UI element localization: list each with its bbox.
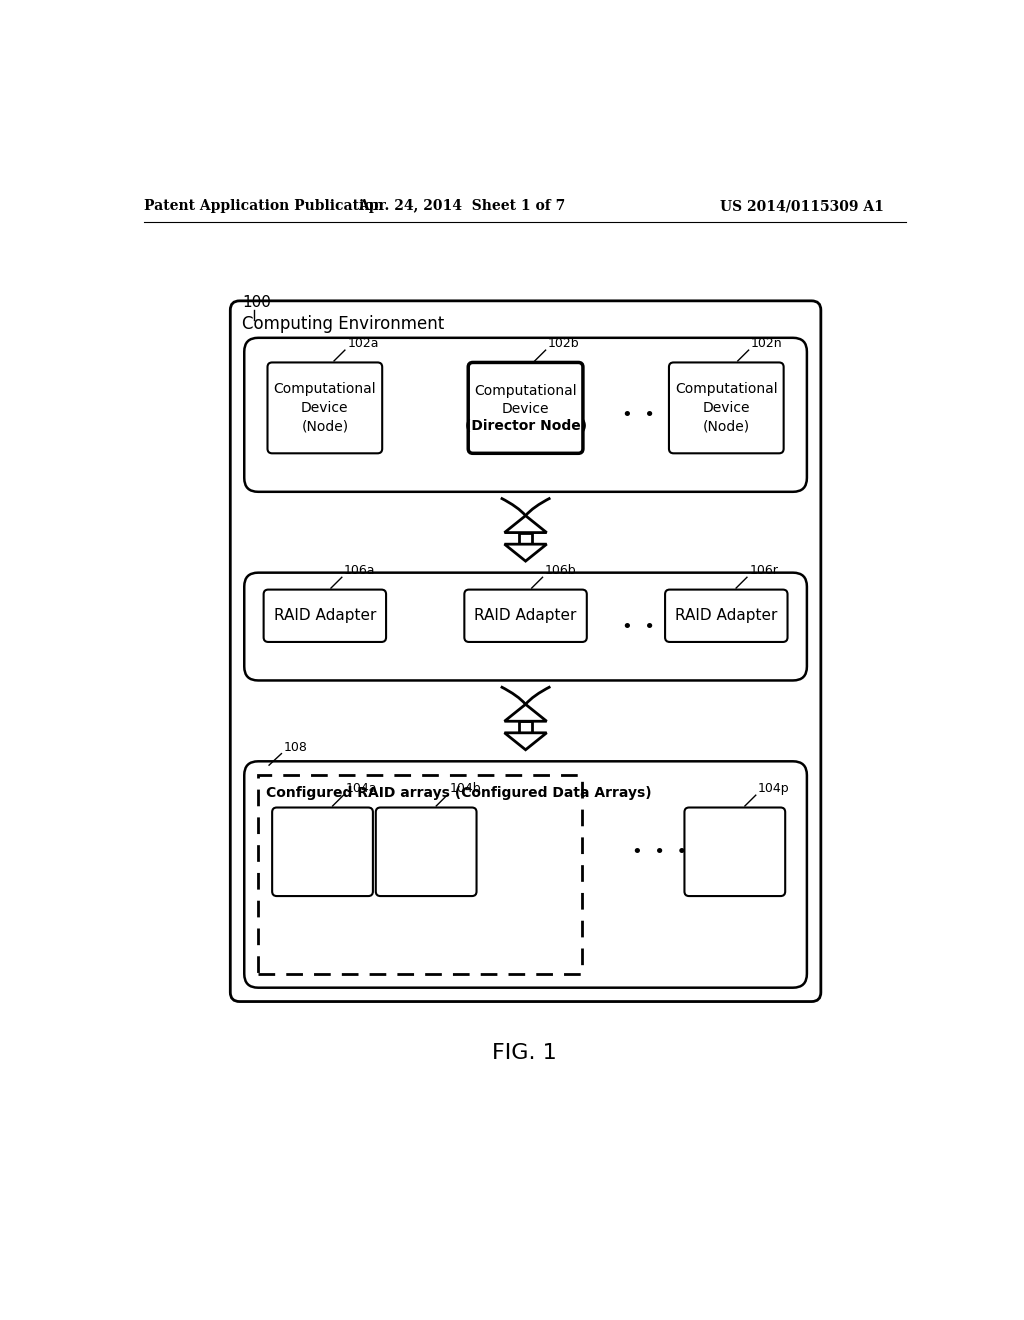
Text: 100: 100 xyxy=(243,296,271,310)
FancyBboxPatch shape xyxy=(684,808,785,896)
Text: US 2014/0115309 A1: US 2014/0115309 A1 xyxy=(720,199,884,213)
Text: •  •  •: • • • xyxy=(632,842,687,861)
Text: RAID
Array
(Data Array): RAID Array (Data Array) xyxy=(280,826,366,878)
Bar xyxy=(519,532,531,544)
Text: 102n: 102n xyxy=(751,337,782,350)
FancyBboxPatch shape xyxy=(245,573,807,681)
Text: 104b: 104b xyxy=(450,783,481,795)
Text: 108: 108 xyxy=(284,741,307,754)
Text: 102b: 102b xyxy=(548,337,580,350)
Text: 106r: 106r xyxy=(750,564,778,577)
Text: Computing Environment: Computing Environment xyxy=(242,314,444,333)
Polygon shape xyxy=(505,705,547,721)
Text: 104p: 104p xyxy=(758,783,790,795)
FancyBboxPatch shape xyxy=(258,775,582,974)
FancyBboxPatch shape xyxy=(230,301,821,1002)
Text: RAID Adapter: RAID Adapter xyxy=(675,609,777,623)
Text: Computational
Device: Computational Device xyxy=(474,384,577,416)
Text: 104a: 104a xyxy=(346,783,377,795)
Text: •  •  •: • • • xyxy=(622,405,677,424)
Polygon shape xyxy=(505,733,547,750)
Polygon shape xyxy=(505,516,547,532)
Text: Configured RAID arrays (Configured Data Arrays): Configured RAID arrays (Configured Data … xyxy=(266,785,651,800)
Text: 106a: 106a xyxy=(344,564,376,577)
Text: FIG. 1: FIG. 1 xyxy=(493,1043,557,1063)
Text: 102a: 102a xyxy=(347,337,379,350)
FancyBboxPatch shape xyxy=(464,590,587,642)
Text: (Director Node): (Director Node) xyxy=(465,420,587,433)
Text: •  •  •: • • • xyxy=(622,618,677,635)
Text: Other storage
Arrays
(Data Arrays): Other storage Arrays (Data Arrays) xyxy=(686,826,783,878)
Bar xyxy=(519,721,531,733)
FancyBboxPatch shape xyxy=(468,363,583,453)
FancyBboxPatch shape xyxy=(376,808,476,896)
FancyBboxPatch shape xyxy=(272,808,373,896)
Text: Apr. 24, 2014  Sheet 1 of 7: Apr. 24, 2014 Sheet 1 of 7 xyxy=(357,199,565,213)
Text: Computational
Device
(Node): Computational Device (Node) xyxy=(675,383,777,433)
FancyBboxPatch shape xyxy=(267,363,382,453)
FancyBboxPatch shape xyxy=(665,590,787,642)
FancyBboxPatch shape xyxy=(669,363,783,453)
Text: 106b: 106b xyxy=(545,564,577,577)
FancyBboxPatch shape xyxy=(263,590,386,642)
FancyBboxPatch shape xyxy=(245,338,807,492)
Text: Computational
Device
(Node): Computational Device (Node) xyxy=(273,383,376,433)
Text: RAID Adapter: RAID Adapter xyxy=(273,609,376,623)
FancyBboxPatch shape xyxy=(245,762,807,987)
Polygon shape xyxy=(505,544,547,561)
Text: RAID
Array
(Data Array): RAID Array (Data Array) xyxy=(383,826,469,878)
Text: Patent Application Publication: Patent Application Publication xyxy=(143,199,383,213)
Text: RAID Adapter: RAID Adapter xyxy=(474,609,577,623)
